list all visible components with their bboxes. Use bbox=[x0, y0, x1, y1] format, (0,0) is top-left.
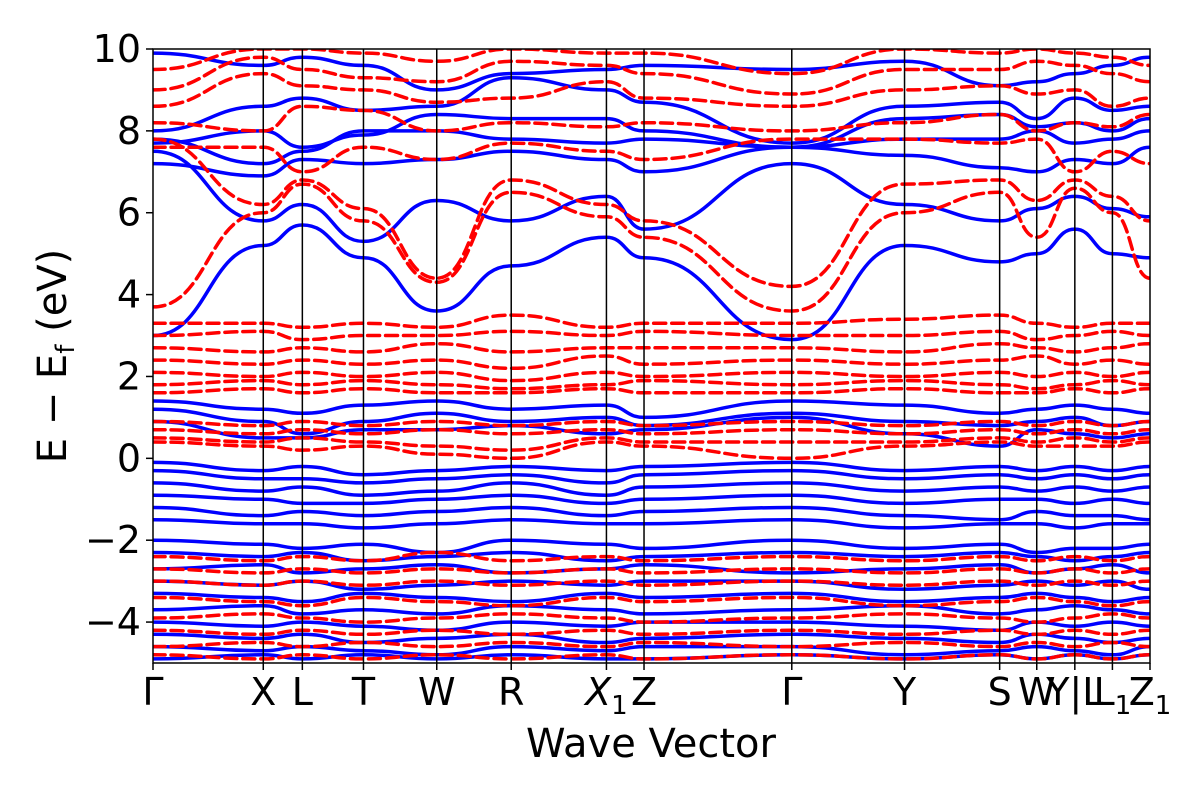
kpoint-lines bbox=[262, 49, 1114, 663]
y-axis-label-unit: (eV) bbox=[30, 249, 76, 345]
x-tick-label-9: Y bbox=[892, 670, 917, 714]
x-tick-label-11: W bbox=[1018, 670, 1056, 714]
plot-frame bbox=[152, 48, 1151, 664]
x-tick-label-7: Z bbox=[631, 670, 657, 714]
y-tick-label-7: 10 bbox=[93, 27, 141, 71]
x-tick-label-4: W bbox=[418, 670, 456, 714]
y-axis-label: E − Ef (eV) bbox=[30, 249, 81, 464]
x-tick-label-13: L1 bbox=[1094, 670, 1132, 721]
x-axis-label: Wave Vector bbox=[526, 721, 777, 767]
x-tick-label-5: R bbox=[498, 670, 524, 714]
x-tick-label-3: T bbox=[351, 670, 376, 714]
x-tick-label-0: Γ bbox=[142, 670, 163, 714]
y-axis-label-main: E − E bbox=[30, 354, 76, 464]
y-tick-label-5: 6 bbox=[117, 191, 141, 235]
y-tick-label-6: 8 bbox=[117, 109, 141, 153]
y-tick-label-4: 4 bbox=[117, 273, 141, 317]
y-tick-label-0: −4 bbox=[85, 600, 141, 644]
x-tick-label-12: Y|L bbox=[1045, 670, 1103, 715]
x-tick-label-8: Γ bbox=[781, 670, 802, 714]
y-axis-label-sub: f bbox=[51, 344, 81, 354]
x-tick-label-1: X bbox=[250, 670, 276, 714]
y-tick-label-3: 2 bbox=[117, 354, 141, 398]
x-tick-label-14: Z1 bbox=[1129, 670, 1172, 721]
x-tick-label-2: L bbox=[292, 670, 313, 714]
dashed-band-0 bbox=[153, 182, 1150, 313]
y-tick-label-1: −2 bbox=[85, 518, 141, 562]
y-tick-label-2: 0 bbox=[117, 436, 141, 480]
x-tick-label-6: X1 bbox=[583, 670, 628, 721]
dashed-band-1 bbox=[153, 137, 1150, 289]
x-tick-label-10: S bbox=[988, 670, 1012, 714]
y-ticks: −4 −2 0 2 4 6 8 10 bbox=[85, 27, 153, 644]
